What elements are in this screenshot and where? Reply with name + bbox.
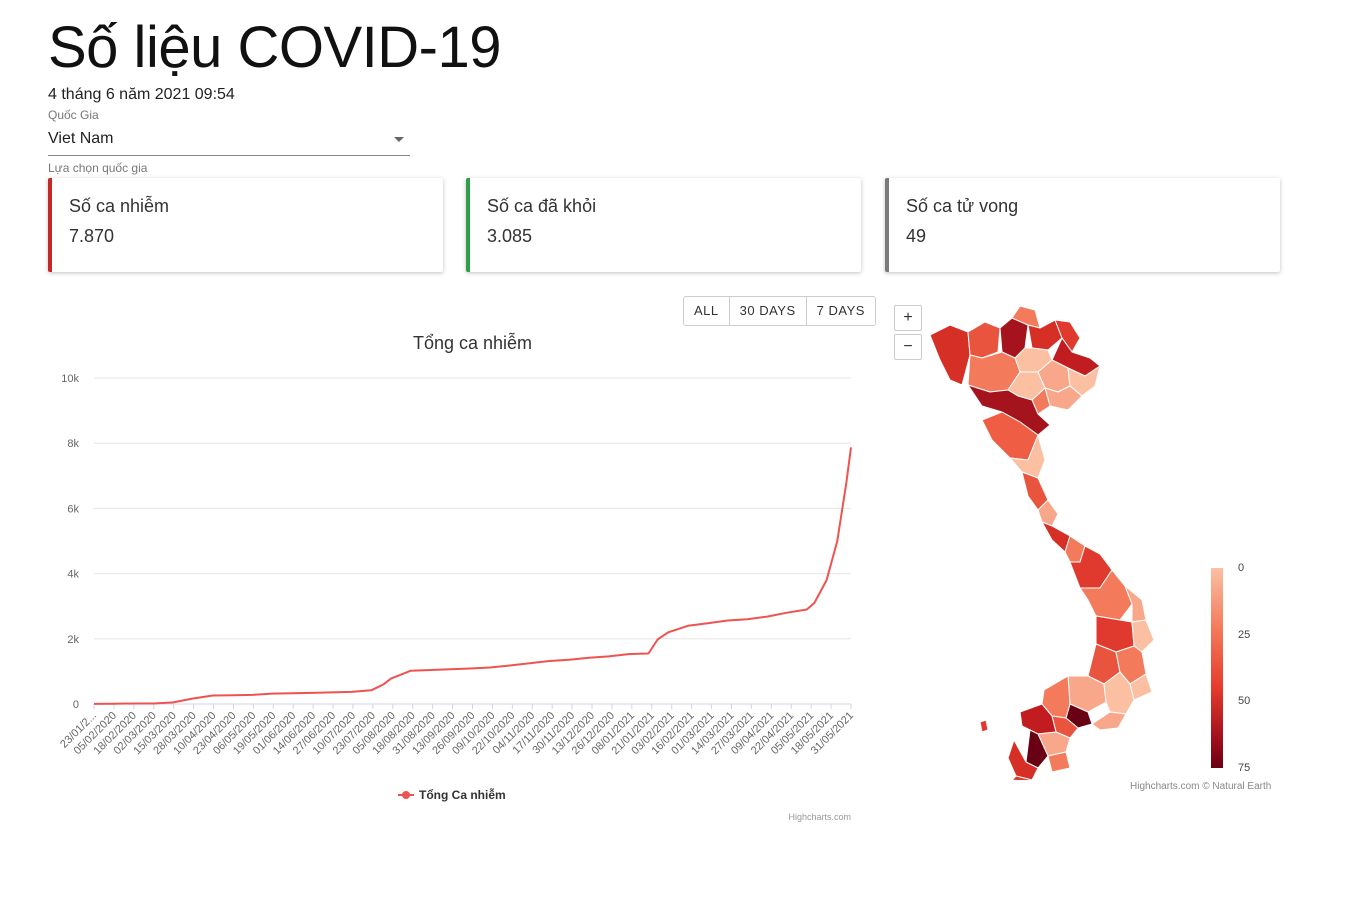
chart-credits: Highcharts.com [788,812,851,822]
vietnam-province-map [929,305,1155,780]
map-color-legend: 0 25 50 75 [1205,560,1285,775]
deaths-card-title: Số ca tử vong [906,196,1019,216]
range-7-days-button[interactable]: 7 DAYS [806,297,875,325]
map-province [1131,619,1155,653]
y-tick-label: 0 [73,699,79,711]
infected-card-title: Số ca nhiễm [69,196,170,216]
country-select[interactable]: Viet Nam [48,126,410,156]
map-province [1011,305,1041,329]
map-island [979,719,989,733]
legend-label: Tổng Ca nhiễm [419,787,506,802]
recovered-card-title: Số ca đã khỏi [487,196,597,216]
chevron-down-icon[interactable] [394,137,404,142]
y-tick-label: 2k [67,634,79,646]
legend-tick: 25 [1238,629,1251,641]
map-province [1047,751,1071,773]
total-cases-line-chart: Tổng ca nhiễm02k4k6k8k10k23/01/2...05/02… [58,332,856,822]
map-province [1103,671,1135,715]
map-province [929,324,971,386]
map-province [1025,729,1049,769]
map-zoom-out-button[interactable]: − [894,334,922,360]
map-province [1011,775,1033,780]
map-province [1054,319,1081,353]
range-button-group: ALL 30 DAYS 7 DAYS [683,296,876,326]
update-timestamp: 4 tháng 6 năm 2021 09:54 [48,86,235,103]
range-all-button[interactable]: ALL [684,297,730,325]
recovered-card-value: 3.085 [487,226,533,246]
map-province [1091,711,1127,731]
infected-card: Số ca nhiễm 7.870 [48,178,443,272]
legend-tick: 0 [1238,562,1245,574]
y-tick-label: 8k [67,438,79,450]
y-tick-label: 10k [61,373,79,385]
deaths-card-value: 49 [906,226,927,246]
map-province [967,384,1051,436]
legend-tick: 50 [1238,695,1251,707]
legend-color-scale [1211,568,1223,768]
deaths-card: Số ca tử vong 49 [885,178,1280,272]
country-select-label: Quốc Gia [48,108,99,122]
map-province [1007,739,1039,780]
chart-title: Tổng ca nhiễm [413,332,532,353]
legend-marker [402,791,410,799]
map-credits: Highcharts.com © Natural Earth [1130,781,1272,792]
map-province [1041,521,1071,553]
page-title: Số liệu COVID-19 [48,15,501,80]
country-select-value: Viet Nam [48,130,114,147]
recovered-card: Số ca đã khỏi 3.085 [466,178,861,272]
map-province [1037,499,1059,527]
y-tick-label: 6k [67,503,79,515]
y-tick-label: 4k [67,569,79,581]
map-province [967,321,1001,359]
map-zoom-in-button[interactable]: + [894,305,922,331]
series-line [93,447,852,705]
country-select-hint: Lựa chọn quốc gia [48,161,148,175]
infected-card-value: 7.870 [69,226,115,246]
legend-tick: 75 [1238,762,1251,774]
range-30-days-button[interactable]: 30 DAYS [729,297,807,325]
